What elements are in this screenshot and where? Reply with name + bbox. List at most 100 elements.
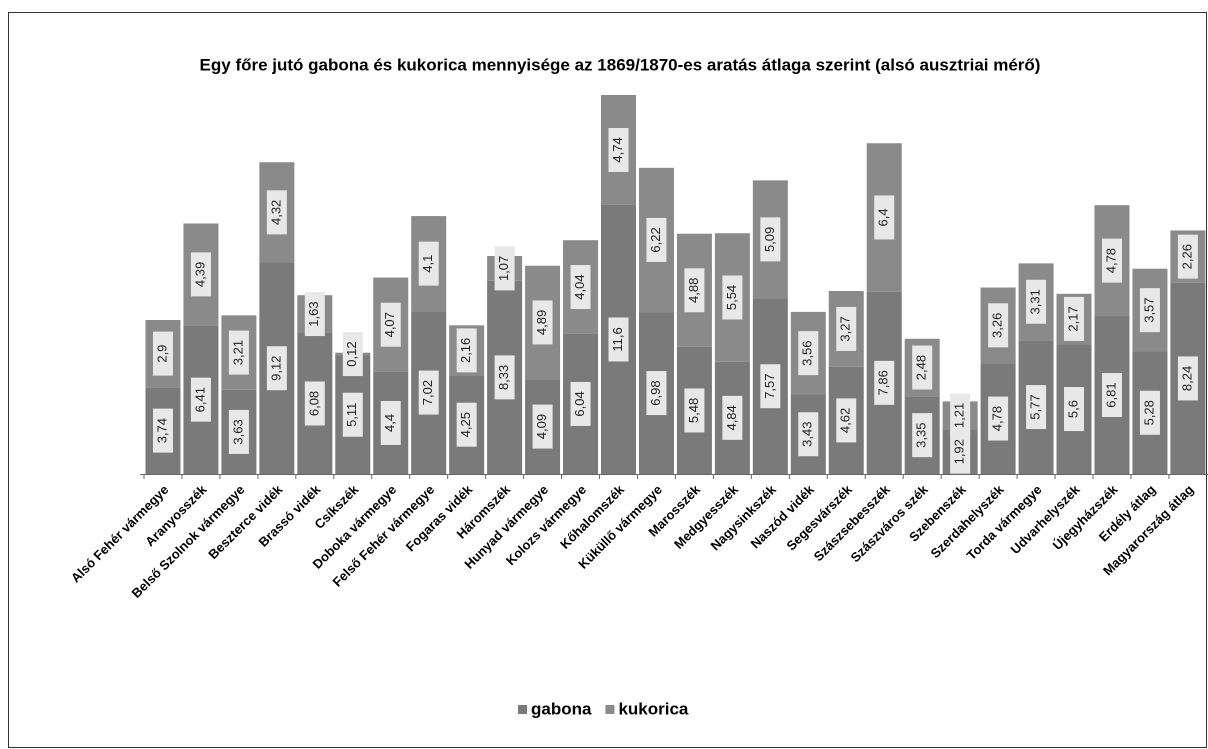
value-label-box (988, 396, 1009, 441)
value-label-box (798, 412, 819, 457)
value-label: 5,54 (724, 285, 739, 310)
value-label: 2,16 (458, 338, 473, 363)
value-label: 4,09 (534, 414, 549, 439)
value-label: 4,39 (192, 262, 207, 287)
value-label-box (798, 331, 819, 376)
value-label-box (570, 265, 591, 310)
value-label: 8,24 (1179, 366, 1194, 391)
value-label: 3,35 (914, 422, 929, 447)
value-label-box (950, 429, 971, 474)
value-label: 7,02 (420, 380, 435, 405)
value-label-box (950, 393, 971, 438)
value-label: 6,04 (572, 391, 587, 416)
value-label-box (456, 402, 477, 447)
value-label-box (874, 360, 895, 405)
value-label-box (874, 195, 895, 240)
value-label: 0,12 (344, 341, 359, 366)
legend-label: kukorica (618, 699, 688, 718)
value-label: 4,1 (420, 255, 435, 273)
value-label: 2,17 (1065, 306, 1080, 331)
value-label-box (380, 302, 401, 347)
value-label: 2,26 (1179, 244, 1194, 269)
value-label: 9,12 (268, 356, 283, 381)
legend-swatch (518, 705, 527, 714)
value-label-box (760, 217, 781, 262)
value-label-box (494, 246, 515, 291)
value-label: 3,21 (230, 340, 245, 365)
value-label-box (608, 317, 629, 362)
value-label: 1,92 (952, 439, 967, 464)
value-label: 4,62 (838, 408, 853, 433)
value-label-box (836, 306, 857, 351)
value-label: 11,6 (610, 327, 625, 351)
value-label: 1,21 (952, 403, 967, 428)
value-label-box (1064, 296, 1085, 341)
value-label: 2,9 (154, 345, 169, 363)
value-label: 6,22 (648, 227, 663, 252)
value-label-box (1026, 385, 1047, 430)
value-label: 6,41 (192, 387, 207, 412)
value-label: 7,57 (762, 374, 777, 399)
value-label-box (988, 303, 1009, 348)
value-label-box (418, 370, 439, 415)
value-label: 3,63 (230, 419, 245, 444)
value-label: 3,31 (1027, 289, 1042, 314)
value-label-box (722, 275, 743, 320)
value-label-box (912, 413, 933, 458)
value-label: 4,88 (686, 278, 701, 303)
value-label: 4,32 (268, 200, 283, 225)
value-label-box (1026, 279, 1047, 324)
value-label-box (1101, 373, 1122, 418)
value-label: 5,28 (1141, 400, 1156, 425)
value-label-box (1177, 356, 1198, 401)
value-label-box (836, 398, 857, 443)
value-label-box (532, 404, 553, 449)
value-label: 4,74 (610, 137, 625, 162)
value-label: 5,48 (686, 398, 701, 423)
value-label: 4,78 (1103, 248, 1118, 273)
value-label-box (760, 364, 781, 409)
value-label: 2,48 (914, 355, 929, 380)
value-label-box (152, 331, 173, 376)
value-label-box (342, 332, 363, 377)
value-label-box (228, 330, 249, 375)
value-label: 4,78 (990, 406, 1005, 431)
value-label-box (608, 127, 629, 172)
value-label: 6,4 (876, 208, 891, 226)
value-label-box (380, 400, 401, 445)
value-label: 4,25 (458, 412, 473, 437)
value-label-box (912, 345, 933, 390)
value-label-box (456, 328, 477, 373)
value-label: 4,04 (572, 274, 587, 299)
value-label: 5,77 (1027, 394, 1042, 419)
value-label: 5,09 (762, 227, 777, 252)
value-label-box (684, 388, 705, 433)
value-label-box (266, 346, 287, 391)
value-label: 1,63 (306, 301, 321, 326)
value-label: 4,89 (534, 310, 549, 335)
value-label: 3,26 (990, 313, 1005, 338)
value-label-box (570, 381, 591, 426)
value-label-box (228, 409, 249, 454)
value-label: 3,74 (154, 418, 169, 443)
value-label-box (418, 241, 439, 286)
value-label-box (684, 268, 705, 313)
value-label-box (646, 217, 667, 262)
value-label: 3,27 (838, 316, 853, 341)
value-label-box (1064, 387, 1085, 432)
value-label: 6,98 (648, 380, 663, 405)
value-label-box (304, 381, 325, 426)
value-label-box (304, 292, 325, 337)
value-label: 8,33 (496, 365, 511, 390)
value-label-box (152, 408, 173, 453)
value-label: 7,86 (876, 370, 891, 395)
value-label: 4,4 (382, 414, 397, 432)
value-label: 3,43 (800, 422, 815, 447)
value-label: 5,11 (344, 403, 359, 427)
legend-label: gabona (531, 699, 592, 718)
value-label-box (1177, 234, 1198, 279)
chart-title: Egy főre jutó gabona és kukorica mennyis… (200, 55, 1041, 74)
value-label-box (190, 377, 211, 422)
value-label: 4,84 (724, 405, 739, 430)
